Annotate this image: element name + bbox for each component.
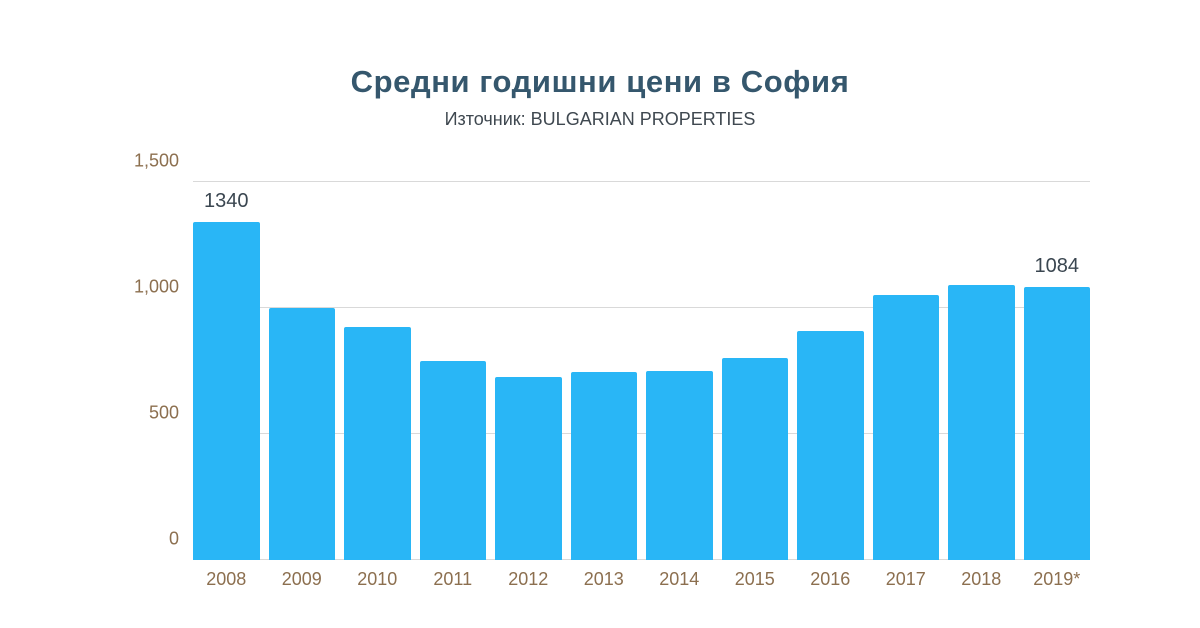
y-axis-tick-label: 1,000 [133, 276, 179, 297]
bar-column: 2012 [495, 182, 562, 589]
plot-area: 0 500 1,000 1,500 1340 2008 2009 2010 2011 2012 2… [134, 151, 1090, 589]
bar-column: 2011 [419, 182, 486, 589]
bar-data-label: 1084 [1034, 254, 1080, 277]
bar-column: 2010 [344, 182, 411, 589]
bar-2010 [344, 326, 411, 560]
x-axis-tick-label: 2010 [357, 569, 398, 589]
bar-2013 [570, 372, 637, 560]
bar-2012 [495, 377, 562, 560]
bar-column: 2009 [268, 182, 335, 589]
x-axis-tick-label: 2016 [810, 569, 851, 589]
bar-2018 [948, 285, 1015, 560]
bar-2019* [1023, 286, 1090, 560]
x-axis-tick-label: 2019* [1033, 569, 1081, 589]
bar-column: 2016 [797, 182, 864, 589]
x-axis-tick-label: 2012 [508, 569, 549, 589]
x-axis-tick-label: 2008 [206, 569, 247, 589]
bar-column: 2015 [721, 182, 788, 589]
bar-2015 [721, 358, 788, 560]
y-axis-tick-label: 500 [148, 402, 179, 423]
y-axis-tick-label: 0 [168, 528, 179, 549]
bar-series: 1340 2008 2009 2010 2011 2012 2013 2014 2015 2016… [193, 182, 1090, 589]
gridline [193, 559, 1090, 560]
x-axis-tick-label: 2013 [583, 569, 624, 589]
bar-column: 2018 [948, 182, 1015, 589]
bar-2009 [268, 308, 335, 560]
x-axis-tick-label: 2015 [734, 569, 775, 589]
x-axis-tick-label: 2011 [433, 569, 473, 589]
x-axis-tick-label: 2009 [281, 569, 322, 589]
y-axis-tick-label: 1,500 [133, 150, 179, 171]
gridline [193, 433, 1090, 434]
bar-2016 [797, 330, 864, 560]
chart-subtitle: Източник: BULGARIAN PROPERTIES [444, 109, 756, 129]
bar-column: 1340 2008 [193, 182, 260, 589]
bar-column: 2014 [646, 182, 713, 589]
chart-title: Средни годишни цени в София [350, 64, 850, 99]
bar-column: 2013 [570, 182, 637, 589]
x-axis-tick-label: 2018 [961, 569, 1002, 589]
bar-data-label: 1340 [204, 190, 249, 213]
x-axis-tick-label: 2014 [659, 569, 700, 589]
bar-column: 1084 2019* [1023, 182, 1090, 589]
x-axis-tick-label: 2017 [885, 569, 926, 589]
bar-2011 [419, 360, 486, 560]
gridline [193, 307, 1090, 308]
chart-header: Средни годишни цени в София Източник: BU… [0, 64, 1200, 130]
bar-2008 [193, 222, 260, 560]
bar-2014 [646, 371, 713, 560]
gridline [193, 181, 1090, 182]
bar-2017 [872, 295, 939, 560]
bar-column: 2017 [872, 182, 939, 589]
